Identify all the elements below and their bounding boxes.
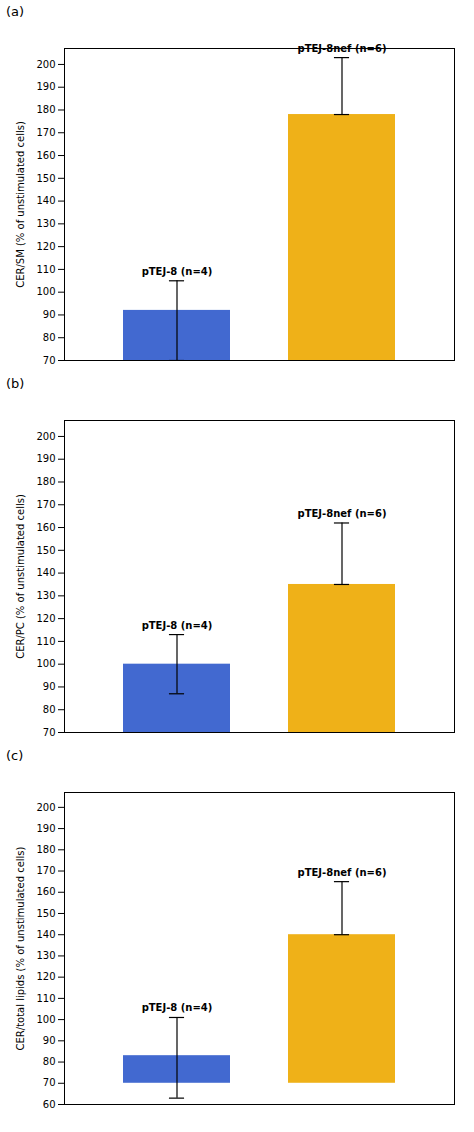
svg-text:140: 140: [36, 929, 55, 940]
svg-text:100: 100: [36, 1014, 55, 1025]
svg-text:150: 150: [36, 908, 55, 919]
svg-text:CER/SM (% of unstimulated cell: CER/SM (% of unstimulated cells): [15, 121, 26, 288]
svg-text:70: 70: [43, 1077, 56, 1088]
html-text:(c): (c): [6, 748, 24, 763]
svg-text:120: 120: [36, 971, 55, 982]
svg-text:pTEJ-8nef (n=6): pTEJ-8nef (n=6): [298, 508, 387, 519]
svg-text:170: 170: [36, 127, 55, 138]
svg-text:100: 100: [36, 658, 55, 669]
svg-text:90: 90: [43, 681, 56, 692]
svg-text:190: 190: [36, 453, 55, 464]
svg-text:140: 140: [36, 195, 55, 206]
svg-text:120: 120: [36, 613, 55, 624]
svg-text:180: 180: [36, 844, 55, 855]
svg-text:90: 90: [43, 309, 56, 320]
svg-text:pTEJ-8 (n=4): pTEJ-8 (n=4): [142, 620, 213, 631]
svg-text:110: 110: [36, 264, 55, 275]
html-text:(b): (b): [6, 376, 25, 391]
svg-text:100: 100: [36, 286, 55, 297]
svg-text:pTEJ-8 (n=4): pTEJ-8 (n=4): [142, 1002, 213, 1013]
svg-text:190: 190: [36, 81, 55, 92]
svg-text:pTEJ-8 (n=4): pTEJ-8 (n=4): [142, 266, 213, 277]
html-text:(a): (a): [6, 4, 25, 19]
svg-text:180: 180: [36, 104, 55, 115]
svg-text:160: 160: [36, 150, 55, 161]
svg-text:70: 70: [43, 727, 56, 738]
svg-text:60: 60: [43, 1099, 56, 1110]
svg-text:130: 130: [36, 218, 55, 229]
svg-text:190: 190: [36, 823, 55, 834]
svg-text:200: 200: [36, 802, 55, 813]
svg-text:CER/PC (% of unstimulated cell: CER/PC (% of unstimulated cells): [15, 494, 26, 659]
svg-text:70: 70: [43, 355, 56, 366]
svg-text:170: 170: [36, 499, 55, 510]
svg-text:CER/total lipids (% of unstimu: CER/total lipids (% of unstimulated cell…: [15, 846, 26, 1050]
svg-text:pTEJ-8nef (n=6): pTEJ-8nef (n=6): [298, 43, 387, 54]
svg-text:170: 170: [36, 865, 55, 876]
svg-text:130: 130: [36, 590, 55, 601]
svg-text:160: 160: [36, 886, 55, 897]
svg-text:150: 150: [36, 173, 55, 184]
svg-text:130: 130: [36, 950, 55, 961]
svg-text:pTEJ-8nef (n=6): pTEJ-8nef (n=6): [298, 867, 387, 878]
svg-text:90: 90: [43, 1035, 56, 1046]
svg-text:110: 110: [36, 993, 55, 1004]
svg-text:200: 200: [36, 59, 55, 70]
svg-text:200: 200: [36, 431, 55, 442]
svg-text:80: 80: [43, 1056, 56, 1067]
svg-text:80: 80: [43, 704, 56, 715]
svg-text:120: 120: [36, 241, 55, 252]
svg-text:140: 140: [36, 567, 55, 578]
svg-text:180: 180: [36, 476, 55, 487]
svg-text:80: 80: [43, 332, 56, 343]
svg-text:160: 160: [36, 522, 55, 533]
svg-text:150: 150: [36, 545, 55, 556]
svg-text:110: 110: [36, 636, 55, 647]
